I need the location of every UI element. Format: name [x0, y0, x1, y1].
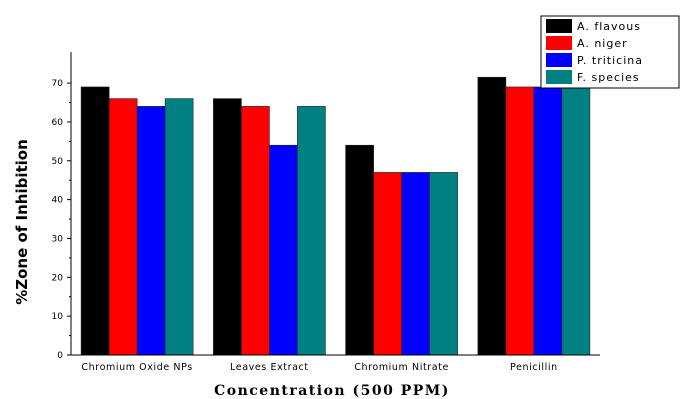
legend-label: A. flavous — [577, 20, 641, 33]
y-tick-label: 10 — [52, 312, 64, 322]
y-tick-label: 40 — [52, 196, 64, 206]
y-tick-label: 0 — [57, 351, 63, 361]
bar-a-flavous-1 — [213, 98, 242, 356]
bar-f-species-2 — [429, 172, 458, 356]
bar-a-niger-3 — [505, 86, 535, 356]
bar-a-flavous-0 — [80, 86, 110, 356]
legend-swatch — [546, 53, 572, 67]
y-tick-label: 50 — [52, 157, 64, 167]
bar-a-niger-2 — [373, 172, 402, 356]
legend-swatch — [546, 19, 572, 33]
x-category-label: Leaves Extract — [230, 362, 309, 373]
bar-a-flavous-2 — [345, 144, 374, 356]
y-ticks-group: 0 10 20 30 40 50 60 70 — [52, 79, 71, 361]
legend-swatch — [546, 70, 572, 84]
legend-label: A. niger — [577, 37, 628, 50]
x-category-labels: Chromium Oxide NPs Leaves Extract Chromium… — [81, 362, 557, 373]
y-axis-title: %Zone of Inhibition — [13, 139, 31, 305]
legend-swatch — [546, 36, 572, 50]
legend-label: P. triticina — [577, 54, 643, 67]
bar-f-species-1 — [297, 106, 326, 356]
x-category-label: Penicillin — [510, 362, 558, 373]
bar-a-flavous-3 — [477, 76, 507, 356]
bar-p-triticina-1 — [269, 144, 298, 356]
y-tick-label: 30 — [52, 234, 64, 244]
legend-label: F. species — [577, 71, 640, 84]
x-category-label: Chromium Oxide NPs — [81, 362, 192, 373]
x-axis-title: Concentration (500 PPM) — [214, 383, 450, 399]
bar-p-triticina-3 — [533, 86, 563, 356]
bar-p-triticina-0 — [136, 106, 166, 356]
bar-f-species-3 — [561, 86, 591, 356]
y-tick-label: 60 — [52, 118, 64, 128]
legend: A. flavous A. niger P. triticina F. species — [540, 15, 680, 89]
x-category-label: Chromium Nitrate — [354, 362, 449, 373]
bar-a-niger-0 — [108, 98, 138, 356]
y-tick-label: 70 — [52, 79, 64, 89]
y-tick-label: 20 — [52, 273, 64, 283]
bar-a-niger-1 — [241, 106, 270, 356]
bar-f-species-0 — [164, 98, 194, 356]
bar-p-triticina-2 — [401, 172, 430, 356]
bars-group — [80, 76, 591, 356]
